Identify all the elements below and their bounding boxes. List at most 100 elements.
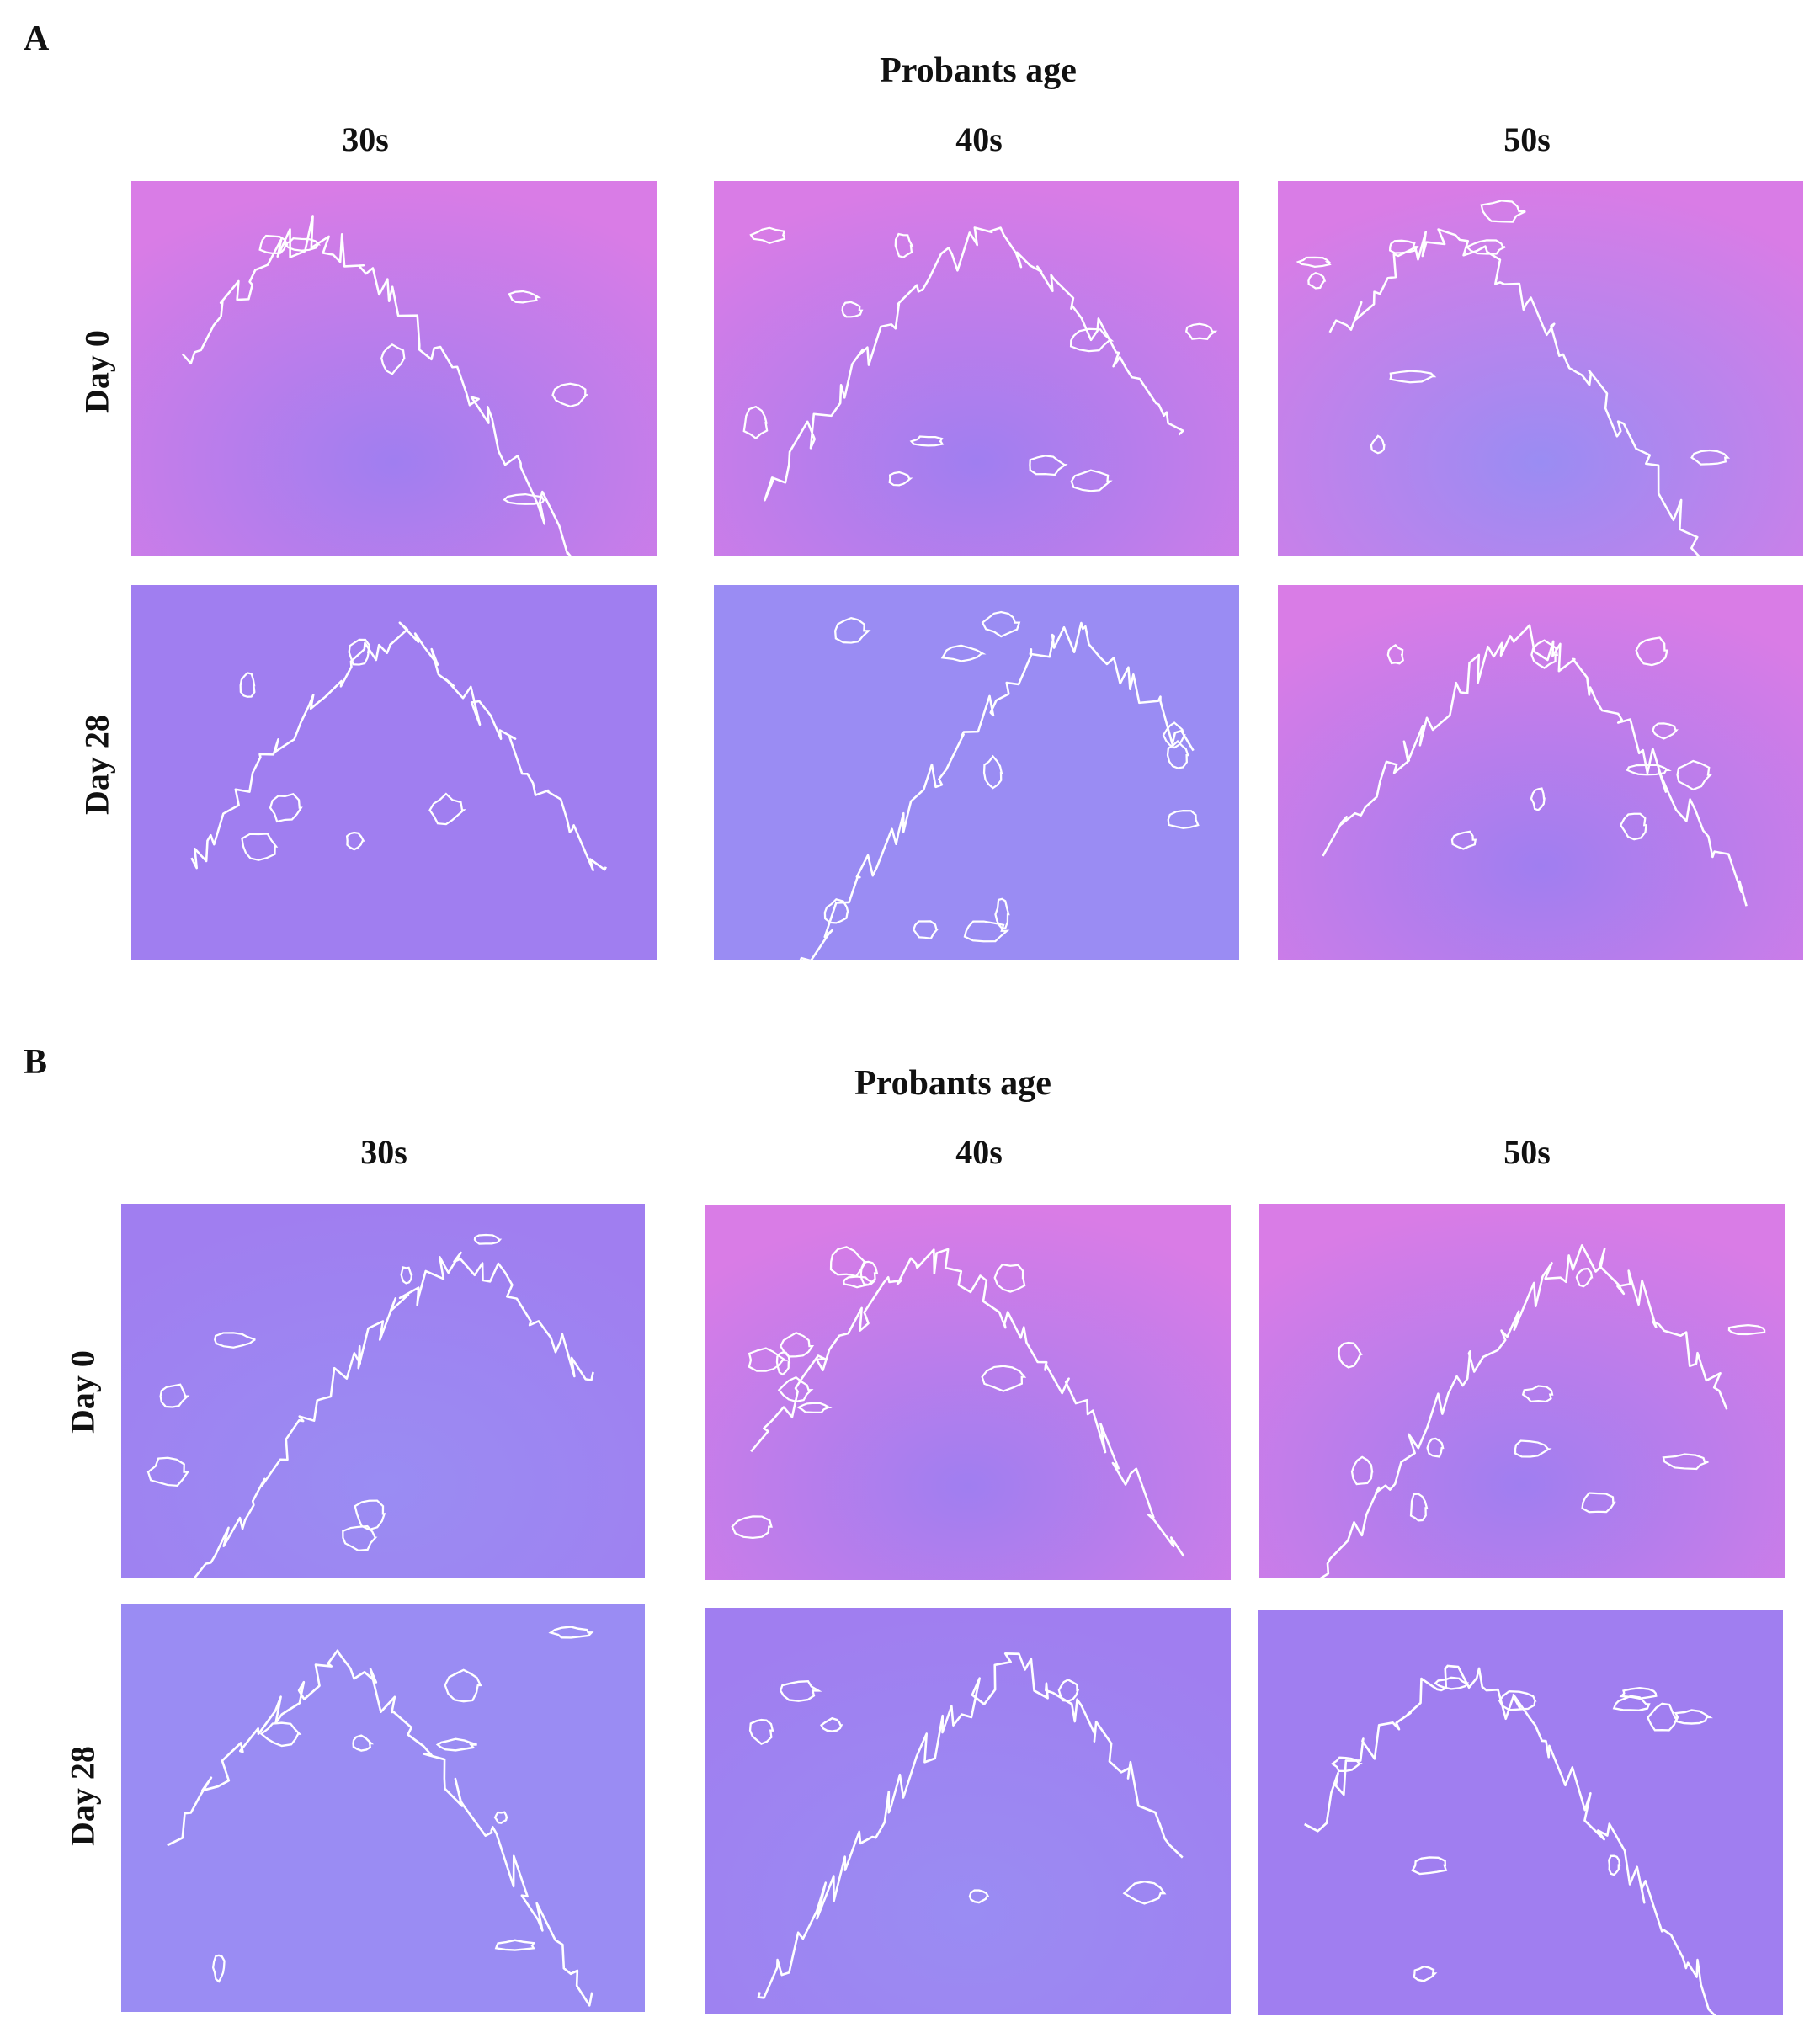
panel-a-col-40s: 40s — [955, 120, 1003, 158]
contour-blob — [749, 226, 786, 245]
contour-outline — [193, 1251, 594, 1578]
contour-blob — [1635, 636, 1668, 667]
contour-blob — [1057, 1679, 1080, 1702]
panel-b-day28-50s-image — [1258, 1610, 1783, 2015]
contour-blob — [1434, 1676, 1470, 1690]
panel-b-day0-40s-graphic — [705, 1205, 1231, 1580]
contour-blob — [239, 672, 256, 698]
contour-blob — [354, 1499, 386, 1531]
contour-blob — [1330, 1756, 1363, 1773]
panel-a-col-50s: 50s — [1503, 120, 1551, 158]
contour-blob — [1514, 1439, 1552, 1458]
contour-blob — [940, 644, 987, 662]
panel-b-day28-30s-image — [121, 1604, 645, 2012]
panel-a-day0-30s-graphic — [131, 181, 657, 556]
skin-background — [131, 181, 657, 556]
panel-b-day28-40s-image — [705, 1608, 1231, 2014]
panel-a-row-day28: Day 28 — [77, 715, 116, 815]
contour-blob — [888, 471, 913, 487]
contour-blob — [1370, 434, 1386, 455]
skin-background — [1278, 585, 1803, 960]
contour-blob — [283, 237, 322, 252]
contour-outline — [1318, 1243, 1728, 1578]
contour-blob — [993, 1263, 1026, 1293]
contour-blob — [214, 1332, 256, 1349]
panel-b-col-40s: 40s — [955, 1133, 1003, 1171]
contour-outline — [757, 1652, 1184, 1999]
contour-blob — [1652, 722, 1679, 740]
panel-a-row-day0: Day 0 — [77, 330, 116, 413]
contour-blob — [1727, 1324, 1766, 1336]
contour-blob — [742, 405, 769, 440]
panel-b-day28-40s-graphic — [705, 1608, 1231, 2014]
skin-background — [121, 1604, 645, 2012]
skin-background — [1278, 181, 1803, 556]
contour-blob — [1498, 1689, 1537, 1711]
contour-blob — [1122, 1881, 1167, 1905]
contour-blob — [1184, 322, 1218, 340]
contour-blob — [551, 382, 589, 407]
contour-blob — [968, 1889, 990, 1904]
contour-blob — [1521, 1385, 1554, 1403]
contour-blob — [1612, 1695, 1651, 1712]
panel-a-day28-40s-graphic — [714, 585, 1239, 960]
contour-blob — [894, 232, 914, 258]
panel-b-day0-30s-graphic — [121, 1204, 645, 1578]
contour-blob — [748, 1347, 789, 1372]
panel-a-day28-30s-image — [131, 585, 657, 960]
contour-blob — [345, 831, 365, 851]
contour-blob — [1647, 1702, 1679, 1732]
panel-b-day28-30s-graphic — [121, 1604, 645, 2012]
contour-outline — [1322, 624, 1748, 907]
contour-blob — [1409, 1493, 1429, 1522]
contour-blob — [1338, 1341, 1363, 1369]
contour-blob — [1389, 370, 1437, 384]
panel-b-row-day0: Day 0 — [63, 1350, 102, 1434]
contour-blob — [258, 234, 289, 255]
skin-background — [705, 1608, 1231, 2014]
contour-blob — [775, 1351, 791, 1376]
contour-blob — [1674, 1709, 1713, 1725]
contour-blob — [428, 792, 466, 826]
panel-a-col-30s: 30s — [342, 120, 389, 158]
contour-blob — [1069, 327, 1115, 353]
contour-blob — [1530, 787, 1546, 811]
contour-blob — [796, 1402, 833, 1413]
contour-blob — [912, 920, 939, 939]
contour-blob — [842, 1275, 876, 1289]
contour-blob — [1426, 1437, 1445, 1458]
contour-blob — [981, 1365, 1027, 1392]
contour-blob — [211, 1954, 226, 1983]
contour-blob — [259, 1721, 302, 1748]
contour-blob — [1619, 1687, 1658, 1700]
contour-blob — [494, 1939, 535, 1951]
panel-b-col-50s: 50s — [1503, 1133, 1551, 1171]
contour-blob — [779, 1331, 815, 1358]
contour-blob — [1162, 721, 1186, 749]
contour-outline — [799, 621, 1195, 960]
panel-a-letter: A — [24, 19, 50, 58]
contour-blob — [994, 897, 1010, 929]
contour-outline — [764, 226, 1184, 502]
panel-b-letter: B — [24, 1043, 48, 1082]
contour-blob — [159, 1383, 190, 1408]
contour-blob — [1450, 830, 1477, 850]
contour-blob — [909, 435, 945, 447]
contour-blob — [493, 1811, 508, 1824]
panel-b-row-day28: Day 28 — [63, 1746, 102, 1846]
contour-blob — [380, 343, 406, 375]
contour-outline — [167, 1649, 593, 2007]
contour-blob — [823, 898, 849, 924]
contour-blob — [1530, 639, 1559, 669]
contour-blob — [503, 492, 546, 505]
contour-blob — [400, 1266, 413, 1285]
skin-background — [705, 1205, 1231, 1580]
panel-a-day0-40s-image — [714, 181, 1239, 556]
panel-b-day0-40s-image — [705, 1205, 1231, 1580]
contour-blob — [1411, 1856, 1448, 1876]
contour-blob — [982, 754, 1003, 790]
contour-blob — [1676, 759, 1713, 791]
contour-blob — [731, 1515, 773, 1539]
contour-outline — [190, 621, 607, 872]
panel-a-day28-50s-graphic — [1278, 585, 1803, 960]
